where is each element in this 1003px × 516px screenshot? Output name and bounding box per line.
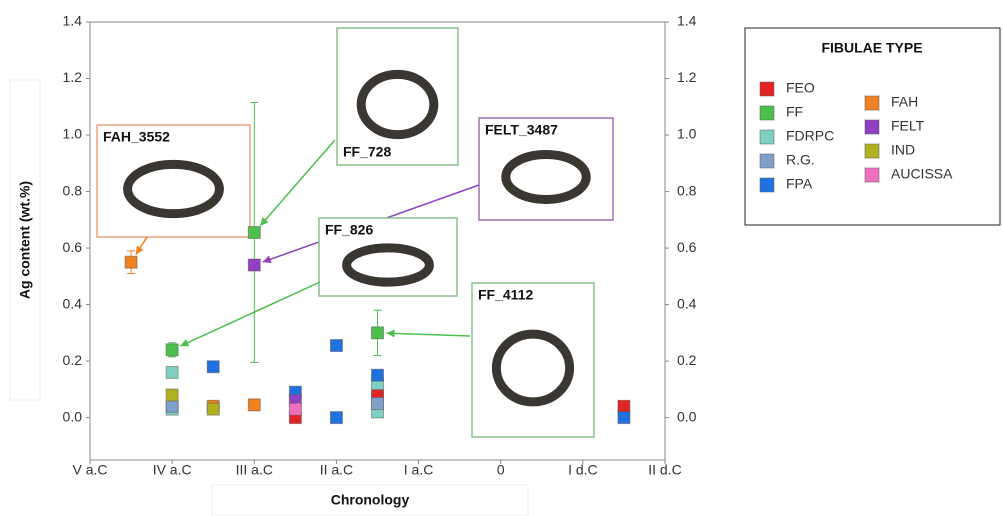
point xyxy=(207,361,219,373)
y2-tick-label: 1.4 xyxy=(677,13,697,29)
point xyxy=(248,227,260,239)
x-tick-label: II d.C xyxy=(648,462,681,478)
x-tick-label: I a.C xyxy=(404,462,434,478)
legend-label: FEO xyxy=(786,80,815,96)
legend-label: IND xyxy=(891,142,915,158)
legend-swatch xyxy=(760,106,774,120)
y-tick-label: 1.4 xyxy=(63,13,83,29)
legend-label: FAH xyxy=(891,94,918,110)
point xyxy=(248,259,260,271)
y-tick-label: 0.6 xyxy=(63,239,83,255)
y2-tick-label: 0.6 xyxy=(677,239,697,255)
annotation-label: FELT_3487 xyxy=(485,122,558,138)
point xyxy=(372,369,384,381)
annotation-arrow xyxy=(386,333,470,336)
y2-tick-label: 1.0 xyxy=(677,126,697,142)
point xyxy=(166,344,178,356)
point xyxy=(330,340,342,352)
y2-tick-label: 0.0 xyxy=(677,408,697,424)
legend-swatch xyxy=(760,82,774,96)
chart: Ag content (wt.%) Chronology FIBULAE TYP… xyxy=(0,0,1003,516)
y-tick-label: 0.2 xyxy=(63,352,83,368)
annotation-label: FF_826 xyxy=(325,222,373,238)
point xyxy=(618,412,630,424)
point xyxy=(618,400,630,412)
y2-tick-label: 1.2 xyxy=(677,69,697,85)
x-tick-label: III a.C xyxy=(236,462,273,478)
annotation-box xyxy=(472,283,594,437)
y-tick-label: 0.8 xyxy=(63,182,83,198)
point xyxy=(372,327,384,339)
y-tick-label: 1.2 xyxy=(63,69,83,85)
y2-tick-label: 0.2 xyxy=(677,352,697,368)
legend-label: FELT xyxy=(891,118,925,134)
y2-tick-label: 0.8 xyxy=(677,182,697,198)
arrow-head xyxy=(386,329,394,337)
x-tick-label: IV a.C xyxy=(153,462,192,478)
legend-label: AUCISSA xyxy=(891,166,953,182)
annotation-arrow xyxy=(260,140,335,226)
point xyxy=(125,256,137,268)
y-axis-title: Ag content (wt.%) xyxy=(17,181,33,299)
legend-swatch xyxy=(865,96,879,110)
arrow-head xyxy=(136,246,144,255)
point xyxy=(166,400,178,412)
point xyxy=(207,403,219,415)
annotation-arrow xyxy=(180,282,320,346)
legend-label: FPA xyxy=(786,176,813,192)
y2-tick-label: 0.4 xyxy=(677,295,697,311)
legend-swatch xyxy=(865,168,879,182)
y-tick-label: 0.4 xyxy=(63,295,83,311)
legend-label: FF xyxy=(786,104,803,120)
legend-title: FIBULAE TYPE xyxy=(821,40,922,56)
point xyxy=(289,403,301,415)
point xyxy=(248,399,260,411)
annotation-label: FAH_3552 xyxy=(103,129,170,145)
x-tick-label: V a.C xyxy=(72,462,107,478)
y-tick-label: 0.0 xyxy=(63,408,83,424)
legend-label: R.G. xyxy=(786,152,815,168)
legend-swatch xyxy=(865,144,879,158)
x-tick-label: II a.C xyxy=(320,462,353,478)
point xyxy=(372,397,384,409)
annotation-label: FF_4112 xyxy=(478,287,533,303)
annotation-label: FF_728 xyxy=(343,144,391,160)
x-tick-label: 0 xyxy=(497,462,505,478)
x-tick-label: I d.C xyxy=(568,462,598,478)
point xyxy=(166,366,178,378)
legend-label: FDRPC xyxy=(786,128,834,144)
x-axis-title: Chronology xyxy=(331,492,410,508)
legend-swatch xyxy=(760,130,774,144)
y-tick-label: 1.0 xyxy=(63,126,83,142)
legend-swatch xyxy=(760,178,774,192)
point xyxy=(166,389,178,401)
point xyxy=(330,412,342,424)
legend-swatch xyxy=(865,120,879,134)
legend-swatch xyxy=(760,154,774,168)
